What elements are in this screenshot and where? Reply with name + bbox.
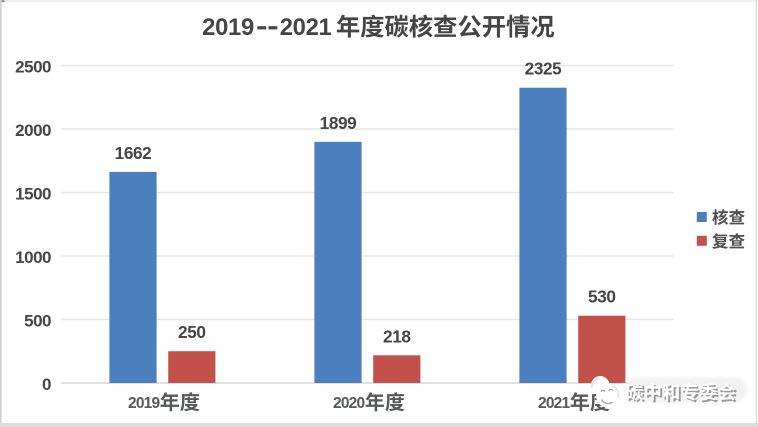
svg-text:2325: 2325 [525, 59, 562, 79]
svg-text:250: 250 [178, 322, 205, 342]
svg-text:1000: 1000 [15, 248, 51, 267]
svg-text:1662: 1662 [115, 143, 152, 163]
svg-text:1899: 1899 [320, 113, 357, 133]
svg-text:218: 218 [383, 326, 411, 346]
svg-text:2000: 2000 [15, 121, 51, 140]
svg-text:0: 0 [42, 375, 51, 394]
svg-text:500: 500 [24, 311, 51, 330]
svg-text:530: 530 [588, 287, 615, 307]
svg-text:2500: 2500 [15, 57, 51, 76]
svg-text:2019: 2019 [202, 14, 254, 41]
svg-text:2019: 2019 [128, 395, 160, 412]
svg-text:2021: 2021 [280, 14, 332, 41]
svg-text:2021: 2021 [538, 395, 570, 412]
svg-text:1500: 1500 [15, 184, 51, 203]
svg-text:2020: 2020 [333, 395, 364, 412]
